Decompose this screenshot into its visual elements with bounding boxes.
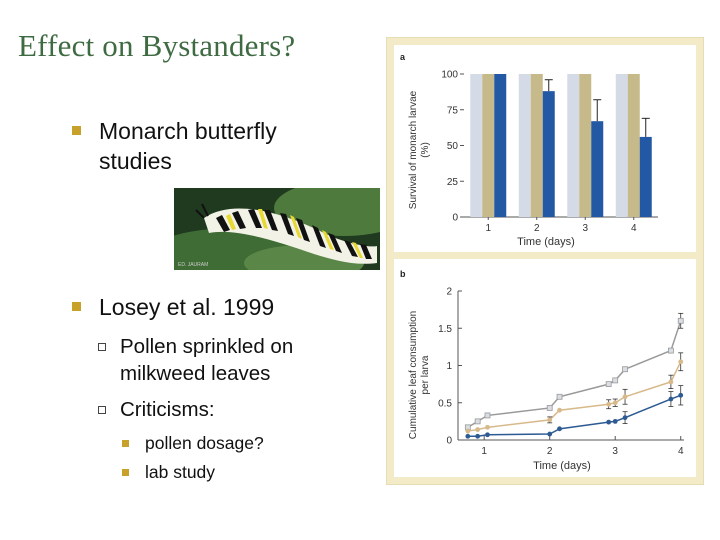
bar [615, 74, 628, 217]
monarch-caterpillar-photo: ED. JAURAM [174, 188, 380, 270]
x-tick-label: 4 [678, 446, 684, 457]
y-axis-label: Survival of monarch larvae [408, 90, 419, 209]
data-point [606, 419, 612, 425]
series-line [467, 394, 681, 438]
data-point [484, 412, 491, 419]
sub-bullet-pollen: Pollen sprinkled on milkweed leaves [98, 333, 348, 387]
y-axis-label: Cumulative leaf consumption [408, 311, 419, 439]
y-tick-label: 0.5 [438, 398, 452, 409]
data-point [547, 431, 553, 437]
bullet-text: pollen dosage? [145, 433, 264, 453]
data-point [605, 381, 612, 388]
y-tick-label: 2 [446, 287, 452, 298]
y-tick-label: 50 [447, 141, 459, 152]
bar [530, 74, 543, 217]
bar [494, 74, 507, 217]
bar [579, 74, 592, 217]
bullet-square-icon [122, 440, 129, 447]
bullet-square-icon [72, 302, 81, 311]
data-point [557, 426, 562, 432]
data-point [622, 415, 628, 421]
bar [567, 74, 580, 217]
x-axis-label: Time (days) [517, 236, 575, 248]
bullet-square-icon [122, 469, 129, 476]
y-axis-label-unit: (%) [420, 142, 431, 158]
data-point [668, 379, 674, 385]
series-line [467, 320, 682, 428]
bullet-text: Criticisms: [120, 398, 215, 421]
hollow-square-icon [98, 343, 106, 351]
sub-sub-bullet-dosage: pollen dosage? [122, 432, 342, 454]
data-point [622, 366, 628, 373]
bar [518, 74, 531, 217]
data-point [612, 377, 619, 384]
data-point [612, 418, 618, 424]
bullet-losey: Losey et al. 1999 [72, 292, 362, 322]
bar [591, 121, 604, 217]
bar [542, 91, 555, 217]
photo-caption: ED. JAURAM [178, 262, 208, 268]
x-tick-label: 2 [547, 446, 553, 457]
bar [482, 74, 495, 217]
data-point [667, 347, 674, 354]
panel-label-a: a [400, 52, 406, 62]
slide-title: Effect on Bystanders? [18, 28, 296, 63]
y-tick-label: 0 [446, 436, 452, 447]
hollow-square-icon [98, 406, 106, 414]
bullet-text: lab study [145, 462, 216, 482]
y-tick-label: 100 [441, 70, 458, 81]
x-tick-label: 3 [612, 446, 618, 457]
x-tick-label: 4 [631, 223, 637, 234]
research-figure: a Survival of monarch larvae (%) Time (d… [386, 37, 704, 485]
x-tick-label: 2 [534, 223, 540, 234]
series-line [467, 361, 682, 432]
y-tick-label: 25 [447, 177, 459, 188]
data-point [677, 317, 684, 324]
data-point [606, 401, 612, 407]
data-point [678, 359, 684, 365]
x-tick-label: 3 [582, 223, 588, 234]
data-point [557, 407, 562, 413]
sub-sub-bullet-lab: lab study [122, 461, 342, 483]
bar [639, 136, 652, 217]
data-point [678, 392, 684, 398]
bullet-monarch-studies: Monarch butterfly studies [72, 116, 352, 176]
bullet-square-icon [72, 126, 81, 135]
bar [470, 74, 483, 217]
x-axis-label: Time (days) [533, 460, 591, 472]
data-point [485, 432, 490, 438]
bar-chart-survival: a Survival of monarch larvae (%) Time (d… [400, 52, 658, 248]
data-point [546, 405, 553, 411]
data-point [556, 393, 563, 400]
caterpillar-stripes [216, 209, 372, 259]
x-tick-label: 1 [485, 223, 491, 234]
line-chart-leaf-consumption: b Cumulative leaf consumption per larva … [400, 269, 684, 472]
y-tick-label: 0 [452, 213, 458, 224]
data-point [465, 428, 471, 434]
data-point [612, 400, 618, 406]
data-point [465, 433, 471, 439]
y-tick-label: 1 [446, 361, 452, 372]
data-point [622, 394, 628, 400]
data-point [668, 396, 674, 402]
data-point [475, 427, 481, 432]
data-point [474, 418, 481, 425]
bullet-text: Monarch butterfly studies [99, 118, 277, 174]
bar [627, 74, 640, 217]
panel-b-background [394, 259, 696, 477]
sub-bullet-criticisms: Criticisms: [98, 396, 348, 423]
x-tick-label: 1 [481, 446, 487, 457]
y-tick-label: 1.5 [438, 324, 452, 335]
panel-label-b: b [400, 269, 406, 279]
data-point [485, 424, 490, 430]
data-point [547, 417, 553, 423]
y-axis-label-unit: per larva [420, 355, 431, 394]
data-point [475, 433, 481, 439]
bullet-text: Pollen sprinkled on milkweed leaves [120, 335, 294, 385]
y-tick-label: 75 [447, 105, 459, 116]
bullet-text: Losey et al. 1999 [99, 294, 275, 320]
